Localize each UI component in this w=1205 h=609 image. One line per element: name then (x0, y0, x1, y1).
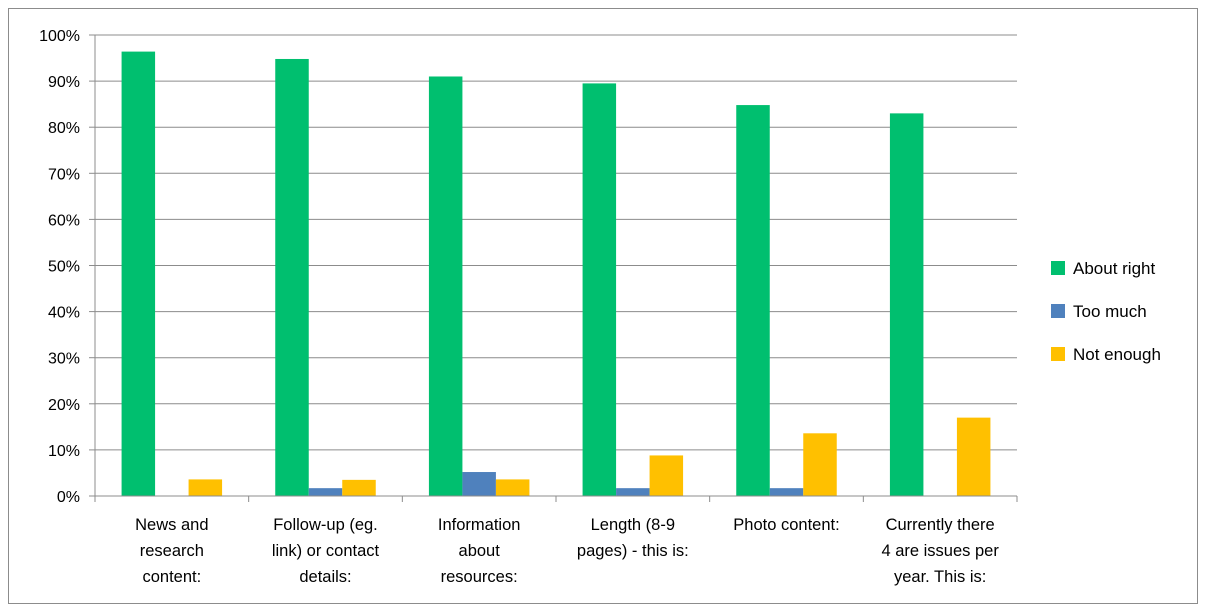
legend-label: Not enough (1073, 345, 1161, 364)
y-axis-tick-labels: 0% 10% 20% 30% 40% 50% 60% 70% 80% 90% 100% (39, 28, 80, 506)
y-tick-label: 0% (57, 489, 80, 506)
x-category-label-line: about (459, 542, 501, 560)
x-axis-category-labels: News and research content: Follow-up (eg. li… (135, 516, 999, 586)
x-category-label: Photo content: (733, 516, 839, 534)
bar-not-enough (649, 455, 684, 496)
bar-not-enough (188, 479, 223, 496)
x-category-label-line: Follow-up (eg. (273, 516, 378, 534)
x-category-label-line: News and (135, 516, 208, 534)
x-category-label-line: Currently there (886, 516, 995, 534)
axes (94, 35, 1018, 502)
y-tick-label: 50% (48, 259, 80, 276)
x-category-label-line: year. This is: (894, 568, 986, 586)
bar-not-enough (956, 417, 991, 496)
legend-label: About right (1073, 259, 1155, 278)
y-tick-label: 100% (39, 28, 80, 45)
x-category-label: Length (8-9 pages) - this is: (577, 516, 689, 560)
y-tick-label: 20% (48, 397, 80, 414)
y-tick-label: 90% (48, 74, 80, 91)
y-tick-label: 60% (48, 212, 80, 229)
bar-too-much (769, 488, 804, 496)
x-category-label-line: content: (142, 568, 201, 586)
x-category-label-line: 4 are issues per (881, 542, 999, 560)
x-category-label-line: Length (8-9 (591, 516, 675, 534)
bar-about-right (889, 113, 924, 497)
x-category-label: Follow-up (eg. link) or contact details: (272, 516, 380, 586)
x-category-label-line: Information (438, 516, 521, 534)
legend-swatch (1051, 347, 1065, 361)
bar-not-enough (342, 479, 376, 496)
x-category-label-line: details: (299, 568, 351, 586)
x-category-label-line: Photo content: (733, 516, 839, 534)
y-tick-label: 80% (48, 120, 80, 137)
bar-about-right (736, 105, 770, 497)
bar-not-enough (803, 433, 837, 496)
legend-swatch (1051, 304, 1065, 318)
y-tick-label: 40% (48, 305, 80, 322)
gridlines (89, 34, 1017, 497)
x-category-label-line: resources: (441, 568, 518, 586)
y-tick-label: 10% (48, 443, 80, 460)
x-category-label-line: link) or contact (272, 542, 380, 560)
legend-label: Too much (1073, 302, 1147, 321)
bar-too-much (462, 472, 496, 496)
bar-too-much (616, 488, 650, 496)
bar-about-right (121, 51, 156, 496)
x-category-label-line: research (140, 542, 204, 560)
y-tick-label: 70% (48, 166, 80, 183)
bar-not-enough (495, 479, 530, 496)
bar-about-right (275, 58, 309, 497)
x-category-label: News and research content: (135, 516, 208, 586)
x-category-label-line: pages) - this is: (577, 542, 689, 560)
bar-too-much (308, 488, 343, 496)
legend: About right Too much Not enough (1051, 259, 1161, 364)
y-tick-label: 30% (48, 351, 80, 368)
bars (121, 51, 991, 497)
x-category-label: Information about resources: (438, 516, 521, 586)
x-category-label: Currently there 4 are issues per year. Thi… (881, 516, 999, 586)
bar-about-right (428, 76, 463, 497)
bar-about-right (582, 83, 617, 496)
legend-swatch (1051, 261, 1065, 275)
